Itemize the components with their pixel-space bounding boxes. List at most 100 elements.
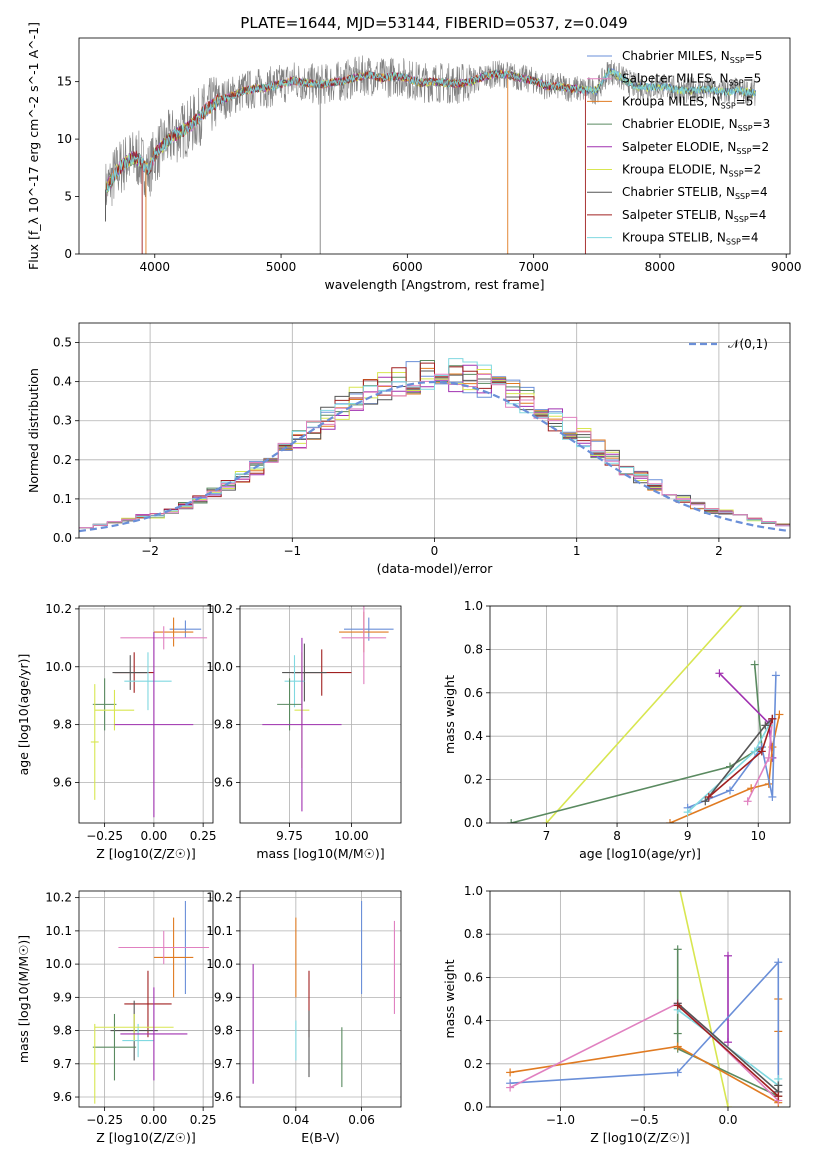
- x-axis-label: (data-model)/error: [377, 561, 494, 576]
- chart-spectrum: 4000 5000 6000 7000 8000 9000 0 5 10 15 wavelength…: [26, 22, 801, 292]
- chart-mass-vs-ebv: 0.04 0.06 9.6 9.7 9.8 9.9 10.0 10.1 10.2 E(B-V): [206, 890, 402, 1145]
- histogram-series: [79, 373, 790, 529]
- x-tick-label: 9000: [771, 260, 802, 274]
- weight-point-marker: [750, 660, 759, 669]
- weight-point-marker: [673, 1029, 682, 1038]
- x-tick-label: 2: [715, 544, 723, 558]
- legend-entry: Salpeter STELIB, NSSP=4: [622, 208, 766, 224]
- weight-point-marker: [507, 819, 516, 823]
- legend-entry: 𝒩(0,1): [728, 337, 768, 351]
- legend-entry: Kroupa MILES, NSSP=5: [622, 94, 753, 110]
- error-bar-point: [344, 617, 394, 641]
- x-tick-label: −0.5: [630, 1113, 659, 1127]
- x-tick-label: 8000: [645, 260, 676, 274]
- legend-entry: Chabrier STELIB, NSSP=4: [622, 185, 768, 201]
- x-tick-label: 6000: [392, 260, 423, 274]
- plot-area: [506, 876, 783, 1107]
- y-tick-label: 15: [57, 75, 72, 89]
- error-bar-point: [120, 626, 208, 650]
- weight-point-marker: [704, 792, 713, 801]
- weight-point-marker: [673, 945, 682, 954]
- y-axis-label: mass weight: [442, 675, 457, 754]
- x-axis-label: mass [log10(M/M☉)]: [256, 846, 384, 861]
- weight-point-marker: [771, 671, 780, 680]
- y-tick-label: 0.2: [464, 1057, 483, 1071]
- y-tick-label: 9.7: [53, 1057, 72, 1071]
- weight-point-marker: [701, 797, 710, 806]
- y-tick-label: 0.2: [53, 453, 72, 467]
- y-tick-label: 10.2: [206, 602, 233, 616]
- x-tick-label: 7: [543, 829, 551, 843]
- legend: Chabrier MILES, NSSP=5 Salpeter MILES, NS…: [587, 49, 770, 247]
- weight-point-marker: [761, 721, 770, 730]
- y-tick-label: 1.0: [464, 599, 483, 613]
- legend-entry: Salpeter ELODIE, NSSP=2: [622, 140, 769, 156]
- x-tick-label: −0.25: [86, 829, 123, 843]
- x-tick-label: 4000: [139, 260, 170, 274]
- spectrum-model-line: [105, 67, 756, 197]
- error-bar-point: [169, 620, 202, 638]
- y-tick-label: 0.0: [53, 531, 72, 545]
- y-tick-label: 9.6: [53, 1090, 72, 1104]
- x-tick-label: −1.0: [546, 1113, 575, 1127]
- y-tick-label: 5: [64, 190, 72, 204]
- error-bar-point: [277, 678, 302, 731]
- x-tick-label: 9: [684, 829, 692, 843]
- error-bar-point: [262, 637, 342, 812]
- weight-series-line: [545, 606, 743, 823]
- weight-point-marker: [750, 747, 759, 756]
- x-tick-label: 10.00: [334, 829, 368, 843]
- weight-point-marker: [757, 747, 766, 756]
- weight-point-marker: [723, 1103, 732, 1107]
- chart-weight-vs-Z: −1.0 −0.5 0.0 0.0 0.2 0.4 0.6 0.8 1.0 Z [log10(Z/…: [442, 876, 791, 1145]
- chart-weight-vs-age: 7 8 9 10 0.0 0.2 0.4 0.6 0.8 1.0 age [log10(age/yr…: [442, 591, 791, 861]
- y-tick-label: 0.4: [464, 1014, 483, 1028]
- x-axis-label: Z [log10(Z/Z☉)]: [96, 846, 196, 861]
- error-bar-point: [120, 987, 188, 1081]
- legend-entry: Chabrier ELODIE, NSSP=3: [622, 117, 770, 133]
- y-tick-label: 0.6: [464, 686, 483, 700]
- y-tick-label: 0.8: [464, 642, 483, 656]
- y-tick-label: 0.4: [464, 729, 483, 743]
- error-bar-point: [112, 655, 148, 690]
- y-tick-label: 10: [57, 132, 72, 146]
- spectrum-data-line: [105, 55, 756, 220]
- weight-point-marker: [723, 1038, 732, 1047]
- error-bar-point: [94, 689, 135, 731]
- weight-point-marker: [674, 876, 682, 884]
- y-tick-label: 1.0: [464, 884, 483, 898]
- x-axis-label: E(B-V): [301, 1130, 340, 1145]
- y-tick-label: 0: [64, 247, 72, 261]
- error-bar-point: [124, 970, 172, 1038]
- weight-point-marker: [683, 808, 692, 817]
- y-tick-label: 0.3: [53, 414, 72, 428]
- legend-entry: Salpeter MILES, NSSP=5: [622, 72, 761, 88]
- y-tick-label: 10.2: [45, 891, 72, 905]
- error-bar-point: [153, 917, 194, 998]
- error-bar-point: [92, 678, 117, 731]
- normal-reference-curve: [79, 380, 790, 533]
- plot-frame: [78, 605, 214, 824]
- spectrum-model-line: [105, 68, 756, 197]
- weight-point-marker: [747, 591, 755, 599]
- x-tick-label: 1: [573, 544, 581, 558]
- legend-entry: Chabrier MILES, NSSP=5: [622, 49, 762, 65]
- x-tick-label: 0.04: [282, 1113, 309, 1127]
- error-bar-point: [94, 1013, 174, 1041]
- y-tick-label: 0.8: [464, 927, 483, 941]
- weight-point-marker: [723, 951, 732, 960]
- plot-area: [90, 900, 210, 1104]
- x-tick-label: 0.25: [190, 829, 217, 843]
- error-bar-point: [284, 655, 305, 708]
- x-tick-label: 0.06: [348, 1113, 375, 1127]
- chart-age-vs-Z: −0.25 0.00 0.25 9.6 9.8 10.0 10.2 Z [log10(Z/Z☉…: [16, 602, 217, 861]
- y-tick-label: 9.6: [214, 1090, 233, 1104]
- weight-point-marker: [726, 786, 734, 795]
- error-bar-point: [114, 632, 194, 818]
- x-axis-label: age [log10(age/yr)]: [579, 846, 701, 861]
- y-tick-label: 0.1: [53, 492, 72, 506]
- y-axis-label: mass weight: [442, 959, 457, 1038]
- weight-series-line: [511, 664, 763, 823]
- chart-residuals: −2 −1 0 1 2 0.0 0.1 0.2 0.3 0.4 0.5 (data-model)/er…: [26, 322, 791, 576]
- chart-mass-vs-Z: −0.25 0.00 0.25 9.6 9.7 9.8 9.9 10.0 10.1 10.2 Z […: [16, 890, 217, 1145]
